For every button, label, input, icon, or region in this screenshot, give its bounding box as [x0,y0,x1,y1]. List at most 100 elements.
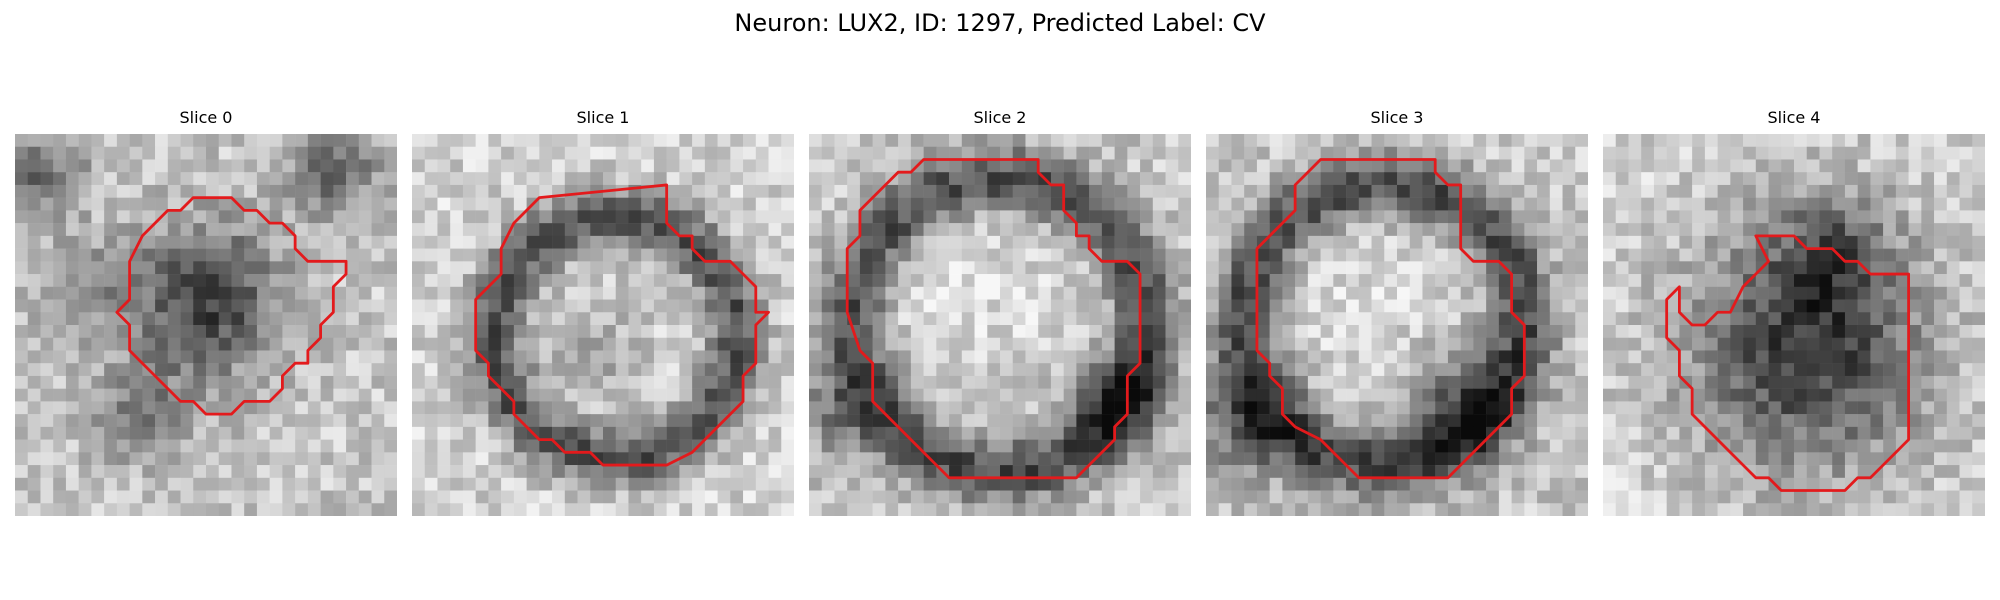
slice-pixel [1819,172,1833,186]
slice-pixel [1908,159,1922,173]
slice-pixel [1832,401,1846,415]
slice-pixel [1397,325,1410,338]
slice-pixel [1307,134,1321,147]
slice-pixel [1959,401,1973,415]
slice-pixel [1743,325,1757,338]
slice-pixel [1346,286,1360,300]
slice-pixel [692,363,706,377]
slice-pixel [1435,439,1449,453]
slice-pixel [1537,197,1551,211]
slice-pixel [1114,223,1128,237]
slice-pixel [218,197,232,211]
slice-pixel [1768,490,1782,504]
slice-pixel [1921,312,1935,326]
slice-pixel [1012,299,1026,313]
slice-pixel [1562,452,1576,466]
slice-pixel [1486,248,1500,262]
slice-pixel [679,388,693,402]
slice-pixel [1012,210,1026,224]
slice-pixel [781,337,794,351]
slice-pixel [488,146,502,160]
slice-pixel [1244,210,1258,224]
slice-pixel [269,363,283,377]
slice-pixel [1282,299,1296,313]
slice-pixel [539,503,553,516]
slice-pixel [1679,452,1693,466]
slice-pixel [1152,388,1166,402]
slice-pixel [462,223,476,237]
slice-pixel [231,223,245,237]
slice-pixel [155,274,169,288]
slice-pixel [1615,414,1629,428]
slice-pixel [781,503,794,516]
slice-pixel [564,401,578,415]
slice-pixel [1165,452,1179,466]
slice-pixel [1615,452,1629,466]
slice-pixel [1972,235,1985,249]
slice-pixel [1704,401,1718,415]
slice-pixel [1562,261,1576,275]
slice-pixel [180,477,194,491]
slice-pixel [552,248,566,262]
slice-pixel [384,375,397,389]
slice-pixel [961,363,975,377]
slice-pixel [1895,159,1909,173]
slice-pixel [1486,388,1500,402]
slice-pixel [1486,325,1500,338]
slice-pixel [755,375,769,389]
slice-pixel [1755,477,1769,491]
slice-pixel [1946,503,1960,516]
slice-pixel [1346,375,1360,389]
slice-pixel [320,426,334,440]
slice-pixel [129,261,143,275]
slice-pixel [1486,477,1500,491]
slice-pixel [859,388,873,402]
slice-pixel [1231,184,1245,198]
slice-pixel [1653,159,1667,173]
slice-pixel [1934,274,1948,288]
slice-pixel [1269,401,1283,415]
slice-pixel [1089,159,1103,173]
slice-pixel [27,286,41,300]
slice-pixel [1549,503,1563,516]
slice-pixel [384,312,397,326]
slice-pixel [65,426,79,440]
slice-pixel [1358,477,1372,491]
slice-pixel [1307,490,1321,504]
slice-pixel [53,286,67,300]
slice-pixel [1435,503,1449,516]
slice-pixel [1089,401,1103,415]
slice-pixel [142,274,156,288]
slice-pixel [358,477,372,491]
slice-pixel [1076,223,1090,237]
slice-pixel [1511,477,1525,491]
slice-pixel [412,146,425,160]
slice-pixel [129,312,143,326]
slice-pixel [1562,363,1576,377]
slice-pixel [1409,465,1423,479]
slice-pixel [358,439,372,453]
slice-pixel [1498,210,1512,224]
slice-pixel [1524,426,1538,440]
slice-pixel [256,235,270,249]
slice-pixel [384,439,397,453]
slice-pixel [730,503,744,516]
slice-pixel [1679,503,1693,516]
slice-pixel [974,503,988,516]
slice-pixel [1346,477,1360,491]
slice-pixel [1972,401,1985,415]
slice-pixel [1959,337,1973,351]
slice-pixel [1653,490,1667,504]
slice-pixel [1358,235,1372,249]
slice-pixel [1883,375,1897,389]
slice-pixel [1460,363,1474,377]
slice-pixel [1063,337,1077,351]
slice-pixel [1562,401,1576,415]
slice-pixel [1768,337,1782,351]
slice-pixel [1679,248,1693,262]
slice-pixel [1666,261,1680,275]
slice-pixel [1615,286,1629,300]
slice-pixel [1165,414,1179,428]
slice-pixel [424,299,438,313]
slice-pixel [1781,325,1795,338]
